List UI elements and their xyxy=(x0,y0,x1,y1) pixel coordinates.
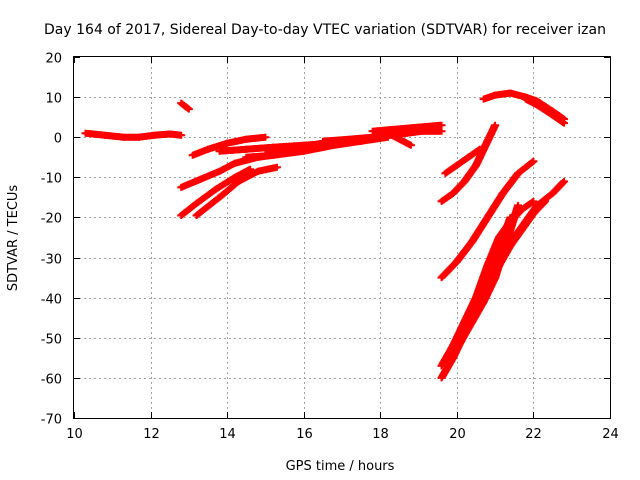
y-tick-label: -40 xyxy=(41,293,62,308)
x-axis-label: GPS time / hours xyxy=(286,459,395,474)
plot-frame xyxy=(73,56,611,419)
y-tick-label: -20 xyxy=(41,212,62,227)
x-tick-label: 16 xyxy=(296,427,313,442)
data-point xyxy=(514,201,523,209)
ticks: 10 12 14 16 18 20 22 24 20 10 0 -10 -20 -30 -40 -50 -60 -… xyxy=(41,52,619,443)
data-point xyxy=(540,197,549,205)
series-seg-r xyxy=(437,157,538,282)
series-seg-a xyxy=(81,129,144,141)
y-tick-label: 10 xyxy=(45,92,62,107)
series-seg-w xyxy=(483,197,549,294)
x-tick-label: 14 xyxy=(219,427,236,442)
y-tick-label: -10 xyxy=(41,172,62,187)
data-point xyxy=(272,163,281,171)
series-seg-b xyxy=(135,130,186,141)
data-point xyxy=(560,177,569,185)
series-seg-f xyxy=(177,165,255,219)
y-tick-label: -50 xyxy=(41,333,62,348)
data-point xyxy=(406,141,415,149)
y-tick-label: -70 xyxy=(41,413,62,428)
x-tick-label: 24 xyxy=(602,427,619,442)
x-tick-label: 18 xyxy=(372,427,389,442)
data-point xyxy=(437,121,446,129)
y-tick-label: -60 xyxy=(41,373,62,388)
series-seg-m xyxy=(383,127,446,139)
data-point xyxy=(560,119,569,127)
data-points xyxy=(81,89,569,382)
series-seg-n xyxy=(437,121,500,205)
data-point xyxy=(184,105,193,113)
series-seg-q xyxy=(521,95,569,127)
y-tick-label: -30 xyxy=(41,253,62,268)
chart-title: Day 164 of 2017, Sidereal Day-to-day VTE… xyxy=(44,22,606,38)
data-point xyxy=(529,157,538,165)
x-tick-label: 12 xyxy=(143,427,160,442)
data-point xyxy=(261,133,270,141)
series-seg-o xyxy=(441,145,484,177)
data-point xyxy=(437,127,446,135)
x-tick-label: 20 xyxy=(449,427,466,442)
data-point xyxy=(177,131,186,139)
series-seg-c xyxy=(177,99,193,113)
x-tick-label: 22 xyxy=(525,427,542,442)
data-point xyxy=(475,145,484,153)
series-seg-d xyxy=(188,133,270,159)
y-tick-label: 20 xyxy=(45,52,62,67)
y-tick-label: 0 xyxy=(54,132,62,147)
y-axis-label: SDTVAR / TECUs xyxy=(6,185,21,292)
series-seg-g xyxy=(192,163,281,219)
data-point xyxy=(491,121,500,129)
x-tick-label: 10 xyxy=(66,427,83,442)
data-point xyxy=(529,197,538,205)
